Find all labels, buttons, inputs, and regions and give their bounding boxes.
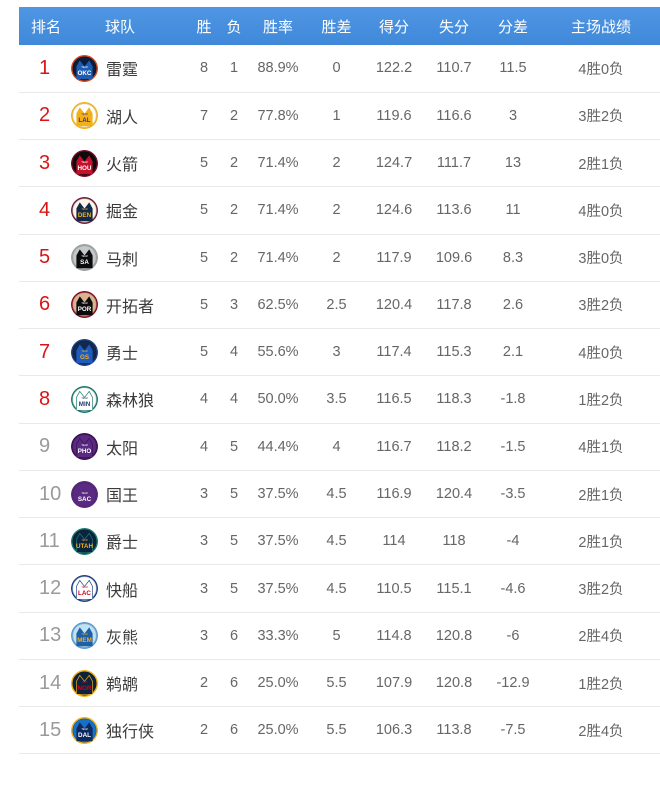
svg-text:DAL: DAL — [78, 732, 91, 739]
svg-text:TEAM: TEAM — [81, 586, 87, 589]
svg-text:TEAM: TEAM — [81, 66, 87, 69]
svg-text:SA: SA — [80, 259, 89, 266]
svg-text:TEAM: TEAM — [81, 397, 87, 400]
svg-text:POR: POR — [78, 306, 92, 313]
svg-text:TEAM: TEAM — [81, 350, 87, 353]
svg-text:TEAM: TEAM — [81, 302, 87, 305]
svg-text:UTAH: UTAH — [76, 543, 93, 550]
svg-text:MEM: MEM — [77, 637, 92, 644]
svg-text:SAC: SAC — [78, 495, 92, 502]
svg-text:DEN: DEN — [78, 212, 92, 219]
svg-text:TEAM: TEAM — [81, 539, 87, 542]
svg-text:PHO: PHO — [78, 448, 92, 455]
svg-text:HOU: HOU — [78, 164, 92, 171]
svg-text:NOR: NOR — [78, 684, 92, 691]
svg-text:GS: GS — [80, 353, 89, 360]
svg-text:TEAM: TEAM — [81, 728, 87, 731]
svg-text:TEAM: TEAM — [81, 491, 87, 494]
svg-text:TEAM: TEAM — [81, 444, 87, 447]
svg-text:TEAM: TEAM — [81, 208, 87, 211]
svg-text:OKC: OKC — [78, 70, 92, 77]
svg-text:TEAM: TEAM — [81, 255, 87, 258]
svg-text:TEAM: TEAM — [81, 160, 87, 163]
svg-text:MIN: MIN — [79, 401, 91, 408]
svg-text:TEAM: TEAM — [81, 680, 87, 683]
svg-text:LAC: LAC — [78, 590, 91, 597]
svg-text:TEAM: TEAM — [81, 113, 87, 116]
svg-text:TEAM: TEAM — [81, 633, 87, 636]
svg-text:LAL: LAL — [78, 117, 90, 124]
